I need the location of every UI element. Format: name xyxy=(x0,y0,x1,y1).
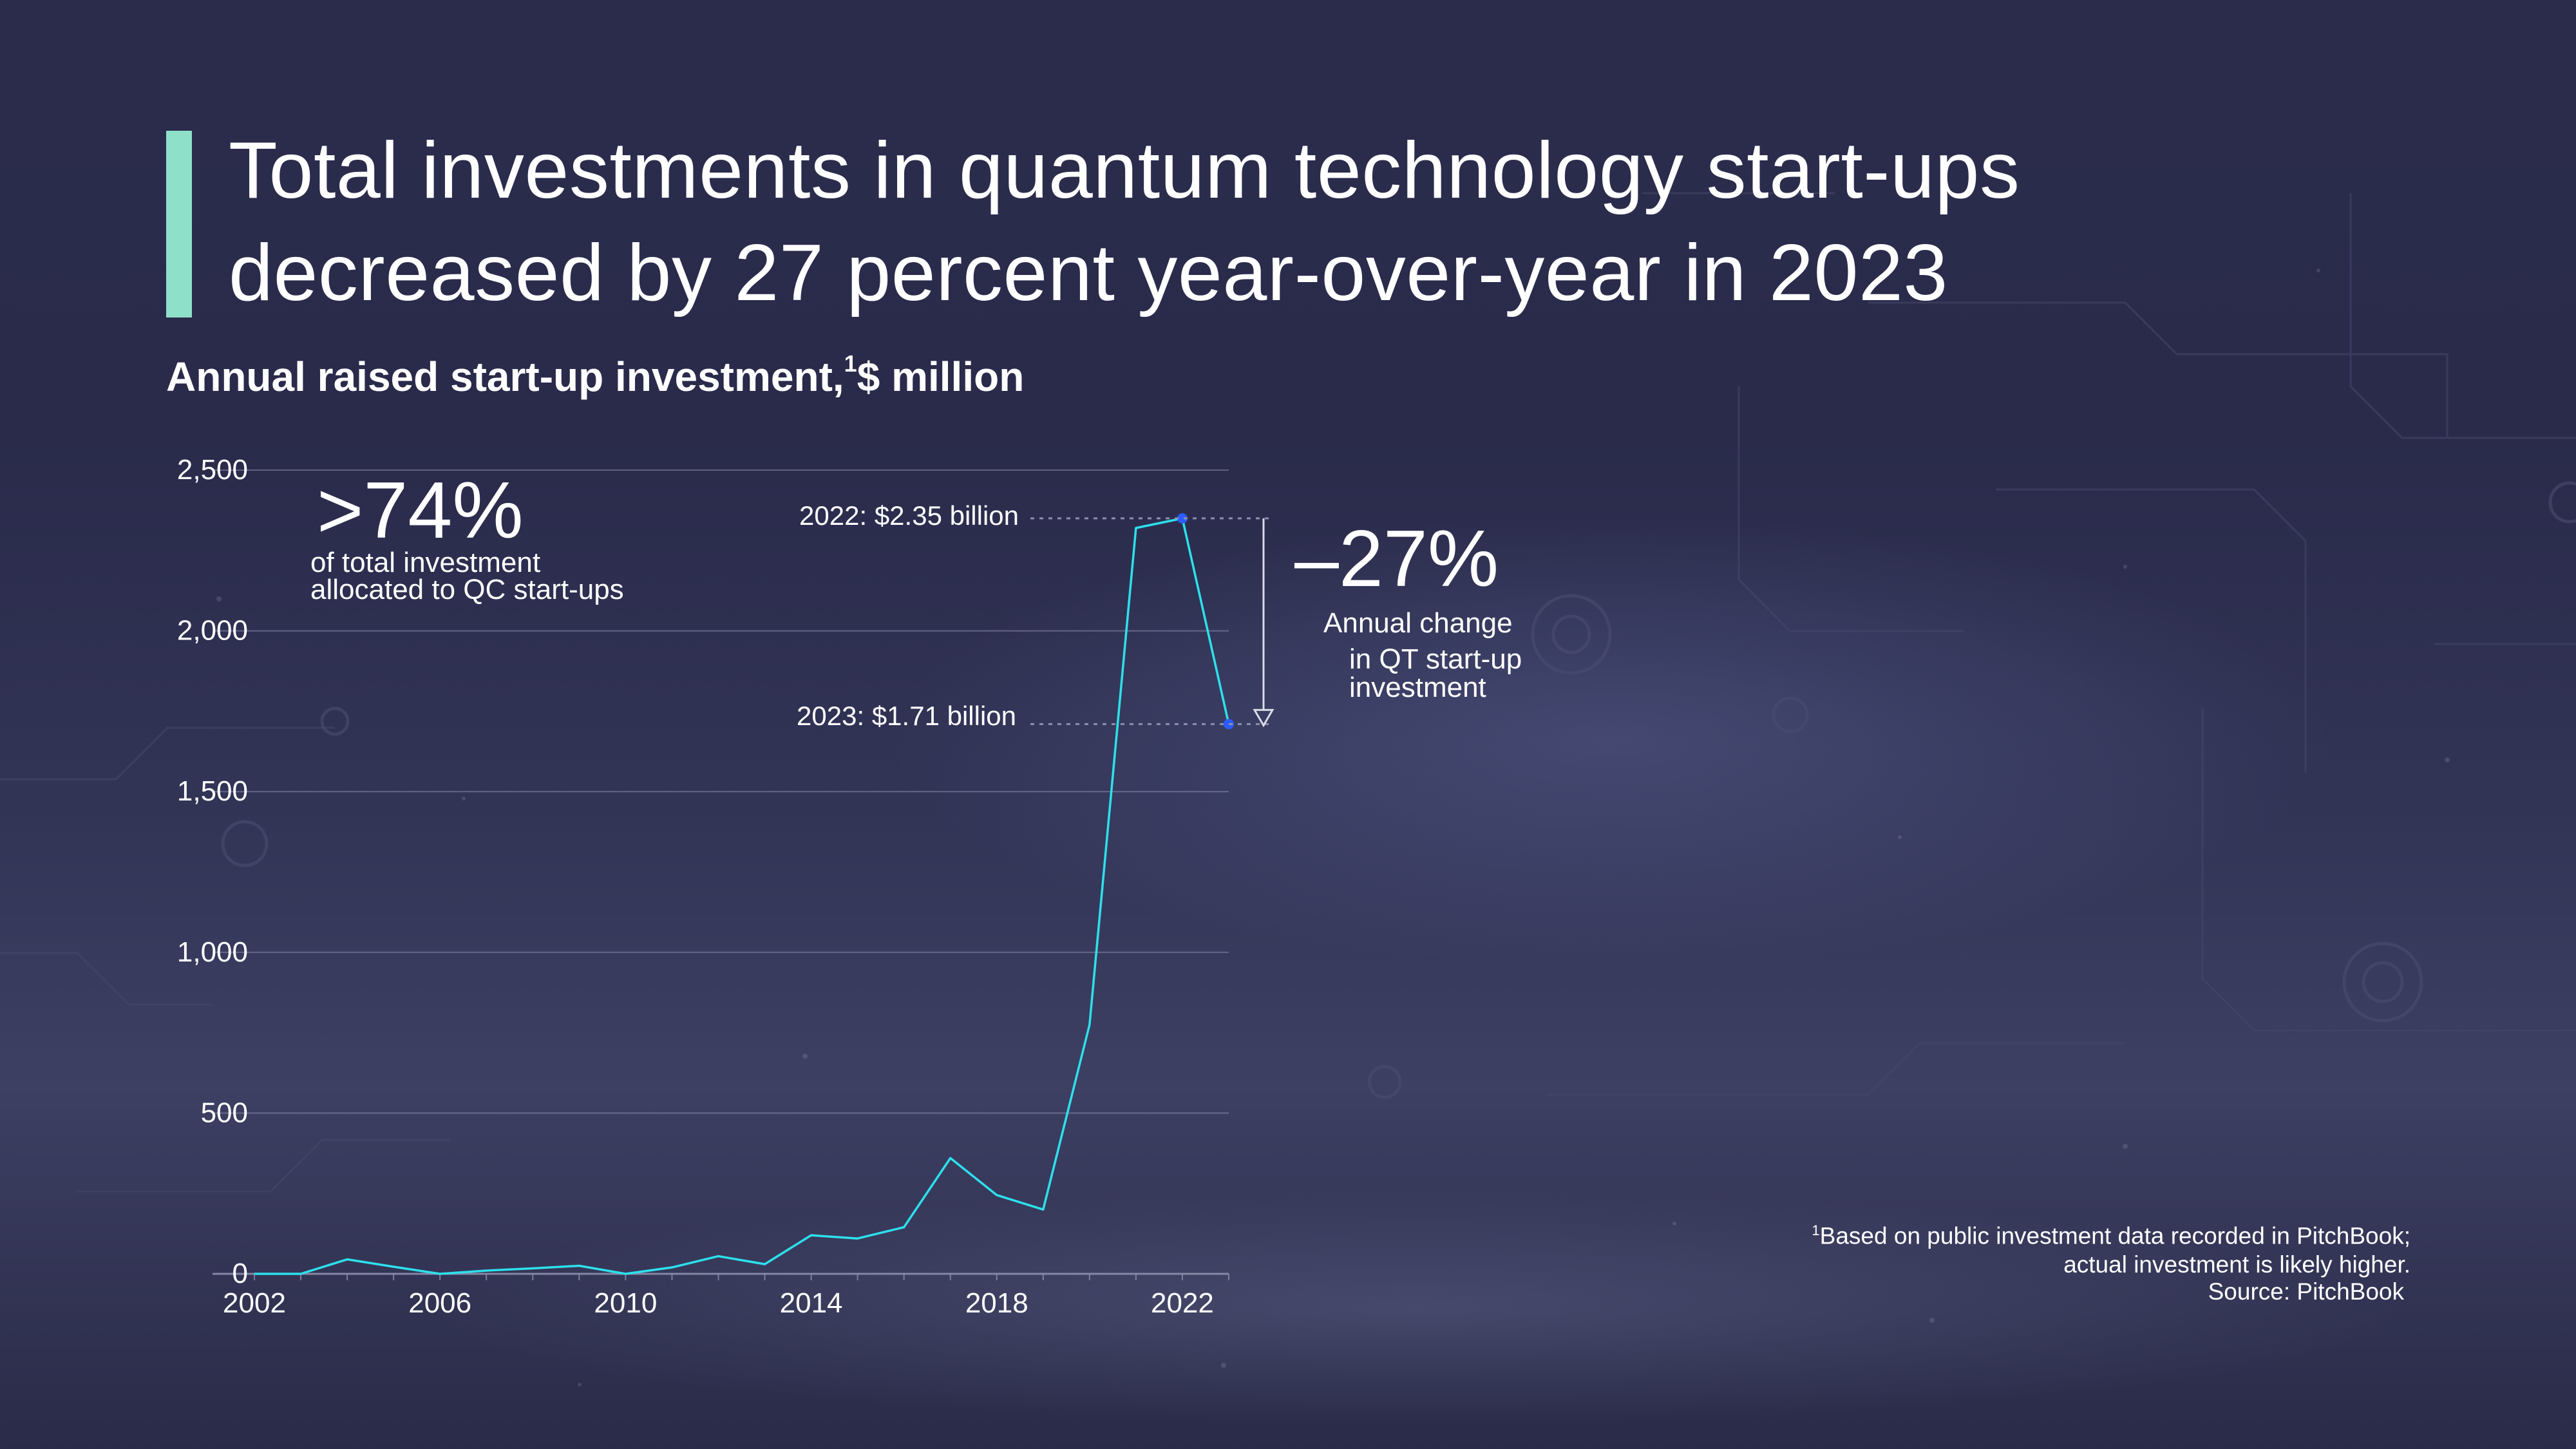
title-line-1: Total investments in quantum technology … xyxy=(229,126,2020,215)
label-2022: 2022: $2.35 billion xyxy=(799,500,1019,531)
qc-share-line-1: of total investment xyxy=(310,547,540,578)
qc-share-line-2: allocated to QC start-ups xyxy=(310,574,624,605)
change-arrow-head xyxy=(1253,708,1274,728)
footnote: 1Based on public investment data recorde… xyxy=(1812,1216,2410,1279)
qc-share-value: >74% xyxy=(317,466,524,555)
title-accent-bar xyxy=(166,131,192,317)
subtitle-unit: $ million xyxy=(857,354,1025,400)
x-tick-label-2006: 2006 xyxy=(408,1287,471,1319)
x-tick-label-2002: 2002 xyxy=(223,1287,286,1319)
y-tick-label-1500: 1,500 xyxy=(177,775,248,807)
chart-title: Total investments in quantum technology … xyxy=(229,120,2354,325)
y-tick-label-1000: 1,000 xyxy=(177,936,248,968)
footnote-line-1: 1Based on public investment data recorde… xyxy=(1812,1216,2410,1250)
source-note: Source: PitchBook xyxy=(2208,1278,2404,1305)
y-tick-label-500: 500 xyxy=(201,1097,248,1128)
footnote-text-1: Based on public investment data recorded… xyxy=(1819,1222,2410,1249)
x-tick-label-2010: 2010 xyxy=(594,1287,657,1319)
label-2023: 2023: $1.71 billion xyxy=(797,701,1016,731)
x-tick-label-2018: 2018 xyxy=(965,1287,1028,1319)
change-line-1: Annual change xyxy=(1323,607,1513,639)
change-value: –27% xyxy=(1294,515,1499,603)
footnote-line-2: actual investment is likely higher. xyxy=(2063,1251,2410,1278)
y-tick-label-0: 0 xyxy=(232,1258,248,1289)
footnote-marker: 1 xyxy=(1812,1222,1820,1238)
x-tick-label-2014: 2014 xyxy=(780,1287,843,1319)
data-point-2022 xyxy=(1177,513,1188,524)
subtitle-footnote-marker: 1 xyxy=(844,350,857,377)
change-line-2: in QT start-up xyxy=(1349,643,1522,675)
y-tick-label-2000: 2,000 xyxy=(177,615,248,647)
x-tick-label-2022: 2022 xyxy=(1151,1287,1214,1319)
change-line-3: investment xyxy=(1349,672,1486,703)
subtitle-text: Annual raised start-up investment, xyxy=(166,354,844,400)
series-line xyxy=(254,517,1230,1275)
chart-subtitle: Annual raised start-up investment,1$ mil… xyxy=(166,350,1025,401)
y-tick-label-2500: 2,500 xyxy=(177,454,248,486)
title-line-2: decreased by 27 percent year-over-year i… xyxy=(229,229,1948,317)
